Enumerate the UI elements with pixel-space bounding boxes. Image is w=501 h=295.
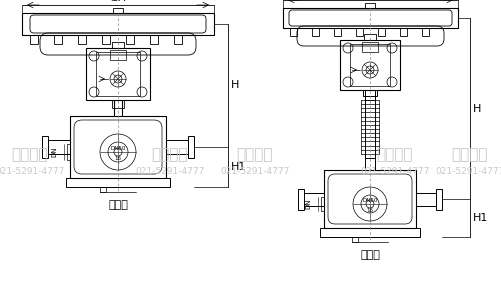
Bar	[312, 28, 319, 36]
Bar	[321, 197, 324, 211]
Bar	[283, 8, 458, 28]
Text: DN: DN	[51, 147, 57, 157]
Bar	[304, 193, 324, 206]
Bar	[334, 28, 341, 36]
Bar	[110, 50, 126, 60]
Bar	[320, 228, 420, 237]
Bar	[126, 35, 134, 44]
Bar	[188, 136, 194, 158]
Bar	[362, 42, 378, 52]
Bar	[365, 158, 375, 170]
Bar	[102, 35, 110, 44]
Bar	[112, 42, 124, 48]
Bar	[298, 189, 304, 209]
Bar	[352, 237, 358, 242]
Text: 16: 16	[367, 207, 374, 212]
Text: H: H	[473, 104, 481, 114]
Text: 依耐泵阀: 依耐泵阀	[452, 148, 488, 163]
Text: DN50: DN50	[110, 147, 126, 152]
Bar	[364, 34, 376, 40]
Bar	[48, 140, 70, 154]
Bar	[96, 52, 140, 96]
Text: DN50: DN50	[362, 199, 378, 204]
Text: 依耐泵阀: 依耐泵阀	[237, 148, 273, 163]
Text: 021-5291-4777: 021-5291-4777	[220, 166, 290, 176]
Text: 021-5291-4777: 021-5291-4777	[135, 166, 205, 176]
Bar	[340, 40, 400, 90]
Text: 021-5291-4777: 021-5291-4777	[0, 166, 65, 176]
Bar	[166, 140, 188, 154]
Text: H1: H1	[473, 213, 488, 223]
Bar	[112, 100, 124, 108]
Text: ØA: ØA	[110, 0, 126, 3]
Bar	[365, 3, 375, 8]
Bar	[22, 13, 214, 35]
Bar	[291, 28, 298, 36]
Bar	[378, 28, 385, 36]
Bar	[356, 28, 363, 36]
Bar	[174, 35, 182, 44]
Bar	[416, 193, 436, 206]
Text: DN: DN	[305, 199, 311, 209]
Bar	[363, 90, 377, 96]
Bar	[365, 96, 375, 100]
Text: 常温型: 常温型	[108, 200, 128, 210]
Bar	[350, 44, 390, 86]
Bar	[436, 189, 442, 209]
Bar	[324, 170, 416, 228]
Bar	[78, 35, 86, 44]
Bar	[86, 48, 150, 100]
Text: 依耐泵阀: 依耐泵阀	[152, 148, 188, 163]
Bar	[54, 35, 62, 44]
Text: 16: 16	[115, 155, 122, 160]
Bar	[70, 116, 166, 178]
Bar	[113, 8, 123, 13]
Bar	[422, 28, 429, 36]
Text: 散热型: 散热型	[360, 250, 380, 260]
Text: H1: H1	[231, 162, 246, 172]
Text: H: H	[231, 81, 239, 91]
Bar	[42, 136, 48, 158]
Text: 021-5291-4777: 021-5291-4777	[360, 166, 430, 176]
Bar	[67, 144, 70, 160]
Bar	[150, 35, 158, 44]
Bar	[30, 35, 38, 44]
Text: 021-5291-4777: 021-5291-4777	[435, 166, 501, 176]
Text: 依耐泵阀: 依耐泵阀	[377, 148, 413, 163]
Bar	[400, 28, 407, 36]
Bar	[66, 178, 170, 187]
Text: 依耐泵阀: 依耐泵阀	[12, 148, 48, 163]
Bar	[100, 187, 106, 192]
